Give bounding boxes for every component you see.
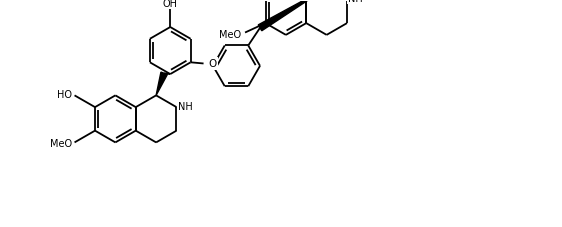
Text: OH: OH bbox=[163, 0, 178, 10]
Text: NH: NH bbox=[178, 102, 193, 112]
Text: MeO: MeO bbox=[219, 0, 242, 2]
Text: NH: NH bbox=[348, 0, 363, 4]
Text: HO: HO bbox=[57, 90, 72, 100]
Polygon shape bbox=[258, 0, 327, 32]
Text: MeO: MeO bbox=[219, 30, 242, 40]
Text: MeO: MeO bbox=[50, 139, 72, 149]
Polygon shape bbox=[156, 73, 167, 96]
Text: O: O bbox=[209, 59, 217, 69]
